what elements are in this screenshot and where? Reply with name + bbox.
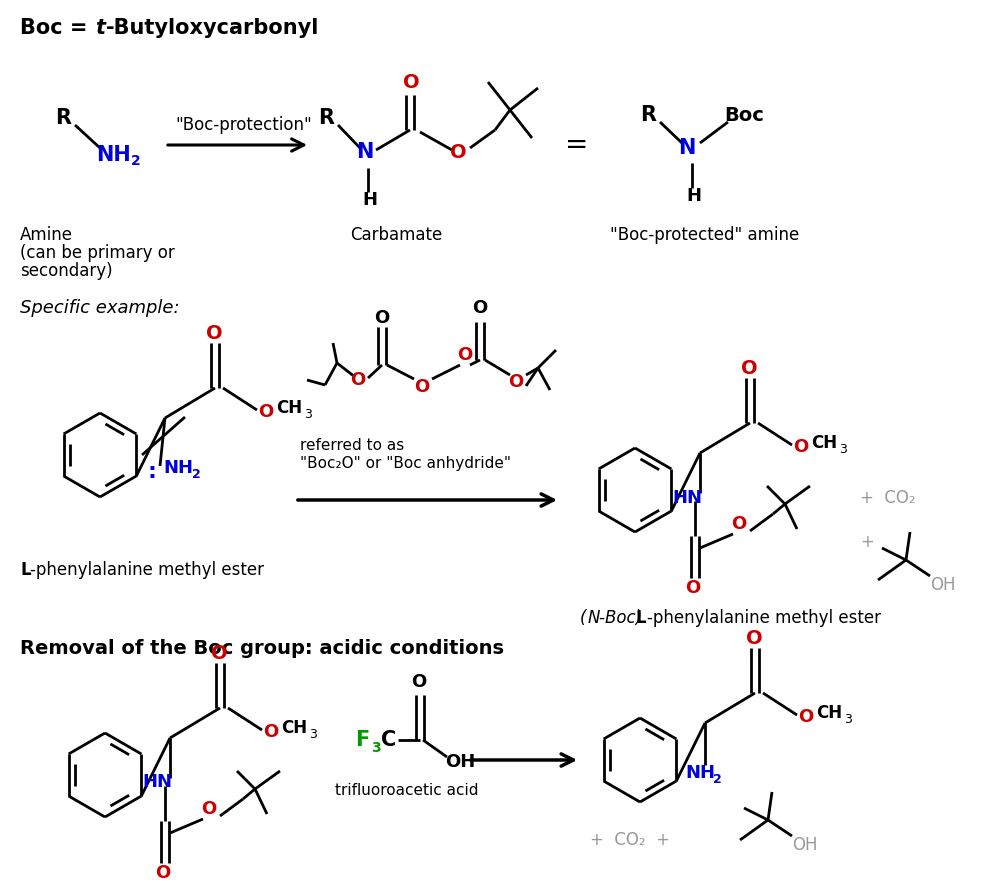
- Text: C: C: [381, 730, 396, 750]
- Text: Amine: Amine: [20, 226, 73, 244]
- Text: HN: HN: [672, 489, 702, 507]
- Text: O: O: [263, 723, 279, 741]
- Text: =: =: [565, 131, 588, 159]
- Text: O: O: [741, 358, 758, 377]
- Text: +  CO₂  +: + CO₂ +: [590, 831, 670, 849]
- Text: :: :: [148, 462, 157, 482]
- Text: N: N: [678, 138, 695, 158]
- Text: O: O: [350, 371, 366, 389]
- Text: NH: NH: [163, 459, 193, 477]
- Text: R: R: [55, 108, 71, 128]
- Text: O: O: [374, 309, 389, 327]
- Text: CH: CH: [276, 399, 303, 417]
- Text: -phenylalanine methyl ester: -phenylalanine methyl ester: [647, 609, 881, 627]
- Text: H: H: [686, 187, 701, 205]
- Text: 3: 3: [844, 712, 852, 726]
- Text: Boc =: Boc =: [20, 18, 95, 38]
- Text: Specific example:: Specific example:: [20, 299, 179, 317]
- Text: O: O: [414, 378, 429, 396]
- Text: 2: 2: [192, 468, 200, 480]
- Text: -Butyloxycarbonyl: -Butyloxycarbonyl: [106, 18, 320, 38]
- Text: O: O: [155, 864, 170, 882]
- Text: O: O: [206, 323, 222, 342]
- Text: Boc: Boc: [724, 106, 764, 125]
- Text: NH: NH: [96, 145, 130, 165]
- Text: CH: CH: [281, 719, 308, 737]
- Text: R: R: [640, 105, 656, 125]
- Text: O: O: [211, 643, 227, 662]
- Text: O: O: [450, 142, 467, 161]
- Text: 2: 2: [131, 154, 140, 168]
- Text: trifluoroacetic acid: trifluoroacetic acid: [335, 782, 479, 797]
- Text: Removal of the Boc group: acidic conditions: Removal of the Boc group: acidic conditi…: [20, 639, 504, 658]
- Text: NH: NH: [685, 764, 715, 782]
- Text: OH: OH: [792, 836, 818, 854]
- Text: H: H: [362, 191, 377, 209]
- Text: O: O: [793, 438, 809, 456]
- Text: N: N: [356, 142, 374, 162]
- Text: O: O: [472, 299, 487, 317]
- Text: O: O: [411, 673, 426, 691]
- Text: O: O: [685, 579, 700, 597]
- Text: OH: OH: [445, 753, 475, 771]
- Text: O: O: [731, 515, 746, 533]
- Text: -Boc): -Boc): [599, 609, 647, 627]
- Text: O: O: [457, 346, 472, 364]
- Text: referred to as: referred to as: [300, 437, 404, 452]
- Text: +  CO₂: + CO₂: [860, 489, 916, 507]
- Text: O: O: [798, 708, 814, 726]
- Text: O: O: [258, 403, 274, 421]
- Text: 3: 3: [839, 443, 847, 455]
- Text: CH: CH: [816, 704, 842, 722]
- Text: HN: HN: [142, 773, 172, 791]
- Text: N: N: [588, 609, 600, 627]
- Text: "Boc₂O" or "Boc anhydride": "Boc₂O" or "Boc anhydride": [300, 455, 511, 470]
- Text: -phenylalanine methyl ester: -phenylalanine methyl ester: [30, 561, 264, 579]
- Text: secondary): secondary): [20, 262, 112, 280]
- Text: L: L: [20, 561, 31, 579]
- Text: Carbamate: Carbamate: [350, 226, 442, 244]
- Text: CH: CH: [811, 434, 837, 452]
- Text: OH: OH: [930, 576, 956, 594]
- Text: O: O: [508, 373, 523, 391]
- Text: (: (: [580, 609, 586, 627]
- Text: t: t: [95, 18, 105, 38]
- Text: O: O: [403, 73, 420, 91]
- Text: "Boc-protection": "Boc-protection": [175, 116, 312, 134]
- Text: (can be primary or: (can be primary or: [20, 244, 174, 262]
- Text: O: O: [746, 628, 763, 648]
- Text: +: +: [860, 533, 874, 551]
- Text: O: O: [201, 800, 216, 818]
- Text: 3: 3: [371, 741, 381, 755]
- Text: F: F: [355, 730, 370, 750]
- Text: L: L: [636, 609, 646, 627]
- Text: 3: 3: [304, 408, 312, 420]
- Text: "Boc-protected" amine: "Boc-protected" amine: [610, 226, 800, 244]
- Text: 2: 2: [713, 772, 721, 786]
- Text: 3: 3: [309, 728, 317, 740]
- Text: R: R: [318, 108, 334, 128]
